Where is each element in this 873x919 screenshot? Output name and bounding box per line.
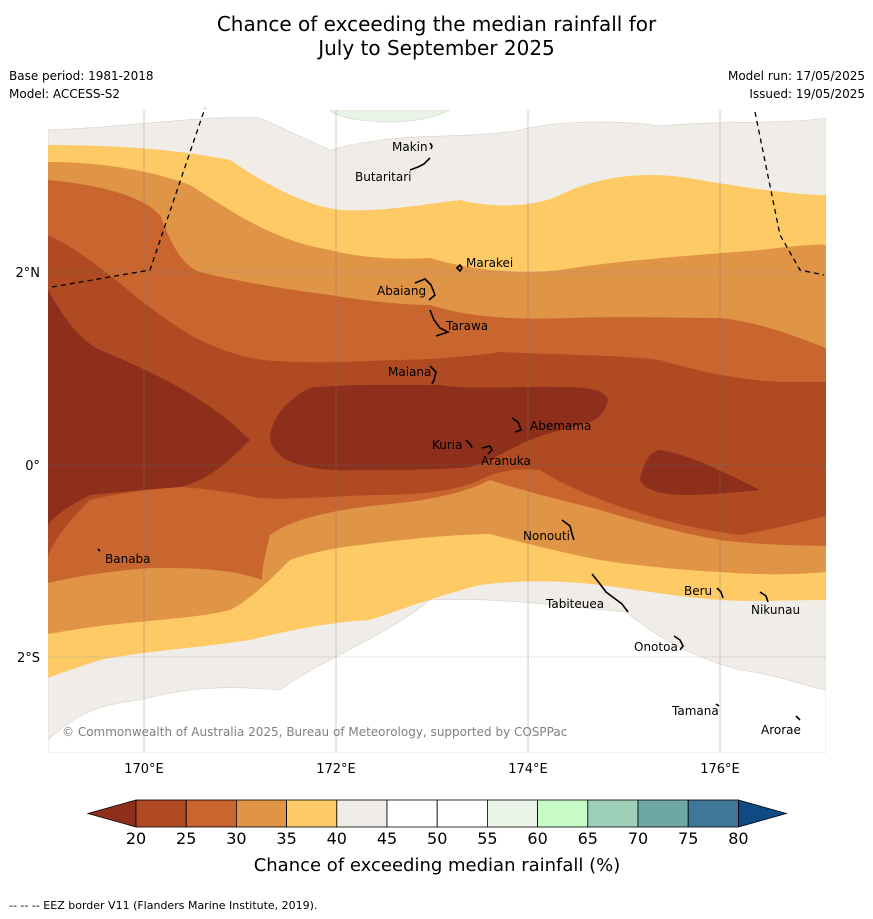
colorbar-bin-1 (185, 799, 237, 828)
island-nonouti (561, 519, 575, 541)
label-kuria: Kuria (432, 438, 463, 452)
island-arorae (795, 715, 801, 721)
lon-label-172: 172°E (316, 762, 356, 777)
metadata-right: Model run: 17/05/2025 Issued: 19/05/2025 (728, 67, 865, 103)
island-butaritari (409, 157, 431, 171)
label-arorae: Arorae (761, 723, 801, 737)
colorbar-bin-4 (336, 799, 388, 828)
contour-below-20-central (270, 384, 608, 471)
colorbar-tick-50: 50 (427, 829, 447, 848)
label-aranuka: Aranuka (481, 454, 531, 468)
footnote: -- -- -- EEZ border V11 (Flanders Marine… (9, 899, 318, 912)
label-tarawa: Tarawa (445, 319, 488, 333)
longitude-labels: 170°E 172°E 174°E 176°E (124, 762, 740, 777)
colorbar-tick-60: 60 (527, 829, 547, 848)
label-abaiang: Abaiang (377, 284, 426, 298)
colorbar-bin-10 (637, 799, 689, 828)
colorbar-tick-45: 45 (377, 829, 397, 848)
island-shapes (97, 142, 801, 721)
label-tamana: Tamana (671, 704, 719, 718)
colorbar-bin-2 (235, 799, 287, 828)
label-butaritari: Butaritari (355, 170, 412, 184)
lon-label-176: 176°E (700, 762, 740, 777)
label-abemama: Abemama (530, 419, 591, 433)
island-labels: Makin Butaritari Marakei Abaiang Tarawa … (105, 140, 801, 737)
island-beru (716, 587, 724, 599)
lon-label-170: 170°E (124, 762, 164, 777)
label-marakei: Marakei (466, 256, 513, 270)
title-line-1: Chance of exceeding the median rainfall … (216, 12, 657, 36)
colorbar-tick-65: 65 (578, 829, 598, 848)
colorbar-high-extension (738, 799, 788, 828)
island-tamana (715, 703, 720, 707)
island-makin (429, 142, 433, 150)
contour-below-20-east (640, 450, 760, 495)
colorbar-tick-55: 55 (477, 829, 497, 848)
label-nonouti: Nonouti (523, 529, 570, 543)
colorbar-tick-80: 80 (728, 829, 748, 848)
island-kuria (465, 439, 473, 449)
label-banaba: Banaba (105, 552, 151, 566)
label-makin: Makin (392, 140, 428, 154)
colorbar-bin-6 (436, 799, 488, 828)
colorbar-title: Chance of exceeding median rainfall (%) (254, 855, 621, 876)
colorbar-tick-75: 75 (678, 829, 698, 848)
lat-label-2s: 2°S (17, 651, 40, 666)
colorbar-tick-20: 20 (126, 829, 146, 848)
label-maiana: Maiana (388, 365, 431, 379)
title-line-2: July to September 2025 (318, 36, 555, 60)
colorbar-bin-7 (486, 799, 538, 828)
metadata-left: Base period: 1981-2018 Model: ACCESS-S2 (9, 67, 154, 103)
lat-label-0: 0° (25, 459, 40, 474)
colorbar-bin-11 (687, 799, 739, 828)
island-abemama (511, 417, 523, 433)
lat-label-2n: 2°N (16, 266, 41, 281)
label-nikunau: Nikunau (751, 603, 800, 617)
colorbar-bin-3 (286, 799, 338, 828)
rainfall-contours (48, 110, 826, 753)
label-onotoa: Onotoa (634, 640, 678, 654)
contour-white-south (48, 599, 826, 753)
colorbar-bin-9 (587, 799, 639, 828)
issued-date: Issued: 19/05/2025 (749, 87, 865, 101)
copyright-notice: © Commonwealth of Australia 2025, Bureau… (62, 725, 567, 739)
model-name: Model: ACCESS-S2 (9, 87, 121, 101)
base-period: Base period: 1981-2018 (9, 69, 154, 83)
island-banaba (97, 548, 101, 552)
latitude-labels: 2°N 0° 2°S (16, 266, 41, 666)
colorbar-bin-8 (537, 799, 589, 828)
model-run: Model run: 17/05/2025 (727, 69, 865, 83)
colorbar-tick-30: 30 (226, 829, 246, 848)
island-abaiang (414, 278, 436, 301)
map-title: Chance of exceeding the median rainfall … (0, 12, 873, 60)
contour-below-20-west (48, 290, 250, 525)
island-maiana (429, 365, 437, 385)
label-beru: Beru (684, 584, 712, 598)
island-tabiteuea (591, 573, 629, 613)
lon-label-174: 174°E (508, 762, 548, 777)
island-tarawa (429, 309, 451, 337)
eez-border (51, 107, 825, 288)
colorbar-tick-25: 25 (176, 829, 196, 848)
colorbar-tick-40: 40 (327, 829, 347, 848)
colorbar: 20 25 30 35 40 45 50 55 60 65 70 75 80 (86, 799, 788, 848)
island-nikunau (759, 591, 769, 603)
colorbar-low-extension (86, 799, 137, 828)
label-tabiteuea: Tabiteuea (545, 597, 604, 611)
colorbar-bin-5 (386, 799, 438, 828)
contour-green-north (329, 110, 451, 123)
colorbar-bin-0 (135, 799, 187, 828)
colorbar-tick-70: 70 (628, 829, 648, 848)
graticule (48, 110, 826, 753)
colorbar-tick-35: 35 (276, 829, 296, 848)
island-marakei (455, 263, 463, 273)
island-aranuka (481, 445, 493, 455)
island-onotoa (673, 635, 684, 651)
